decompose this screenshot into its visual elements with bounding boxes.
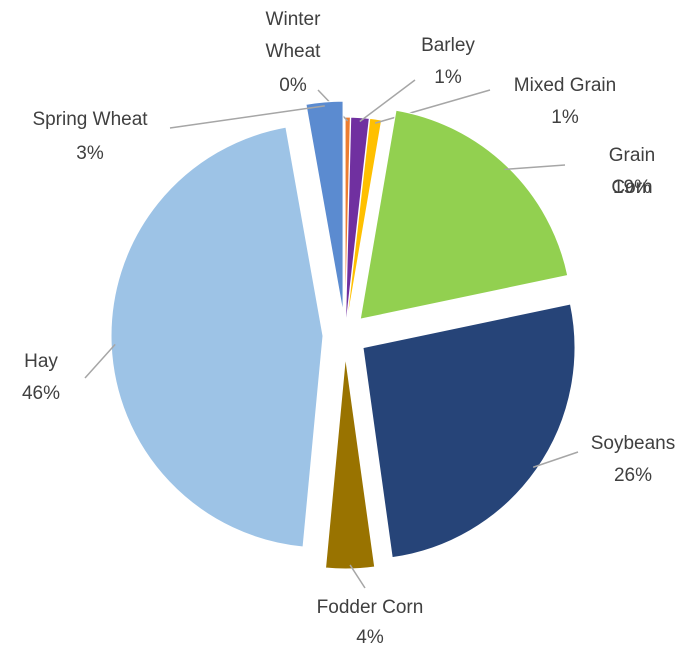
pie-slice [345, 117, 383, 330]
leader-line [349, 564, 366, 589]
value-label: 46% [21, 383, 61, 404]
value-label: 19% [612, 177, 652, 198]
category-label: Hay [24, 351, 58, 372]
category-label: Grain Corn [608, 145, 656, 198]
pie-slice [362, 303, 576, 559]
value-label: 0% [279, 75, 307, 96]
pie-slice [305, 100, 344, 314]
pie-slice [359, 109, 569, 320]
category-label: Spring Wheat [32, 109, 148, 130]
leader-line [169, 105, 325, 129]
leader-line [374, 89, 491, 124]
leader-line [532, 451, 579, 468]
value-label: 3% [76, 143, 104, 164]
leader-line [84, 343, 116, 379]
category-label: Winter Wheat [265, 9, 321, 62]
value-label: 4% [356, 627, 384, 648]
leader-line [359, 79, 416, 123]
pie-slice [110, 126, 324, 548]
value-label: 1% [551, 107, 579, 128]
category-label: Barley [421, 35, 475, 56]
category-label: Fodder Corn [316, 597, 424, 618]
pie-slice [324, 356, 376, 570]
category-label: Soybeans [590, 433, 676, 454]
category-label: Mixed Grain [513, 75, 617, 96]
value-label: 1% [434, 67, 462, 88]
leader-line [504, 164, 566, 171]
value-label: 26% [613, 465, 653, 486]
